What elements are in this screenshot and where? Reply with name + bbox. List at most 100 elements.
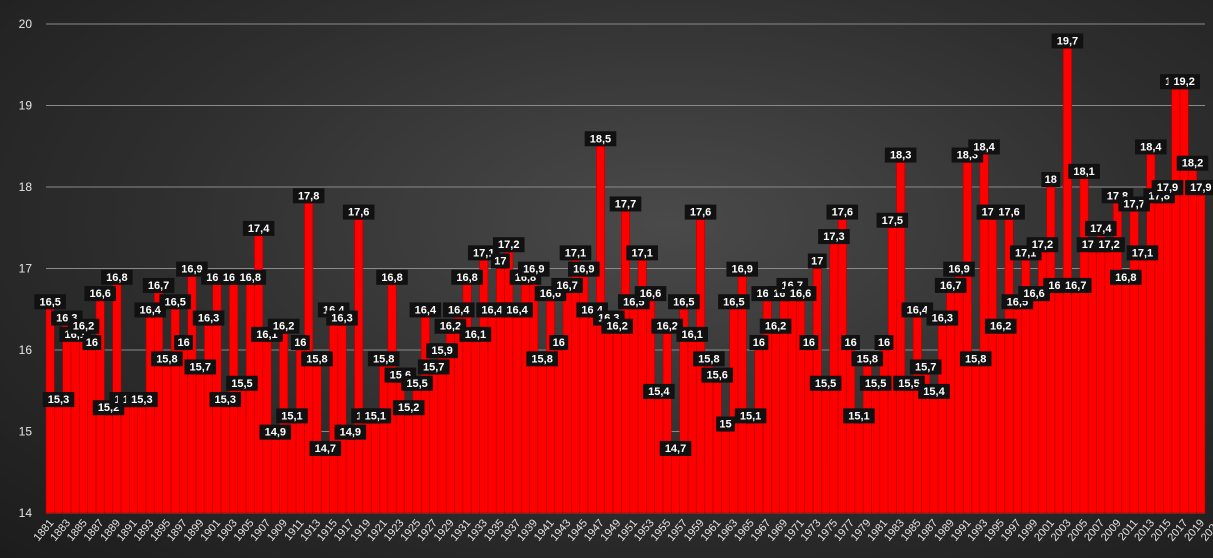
data-label: 16,6	[784, 286, 817, 302]
data-label: 17,7	[609, 196, 642, 212]
data-label-bg	[34, 294, 66, 310]
data-label: 16,8	[101, 269, 133, 285]
data-label-text: 16,1	[465, 329, 486, 341]
data-label: 15,4	[643, 383, 675, 399]
data-label-bg	[718, 294, 750, 310]
bar	[537, 365, 547, 514]
bar	[629, 308, 639, 514]
data-label-bg	[651, 318, 683, 334]
bar	[912, 317, 922, 514]
data-label-text: 15,8	[857, 353, 878, 365]
data-label-bg	[84, 286, 116, 302]
data-label-text: 14,9	[340, 427, 361, 439]
data-label-bg	[676, 326, 709, 342]
bar	[162, 365, 172, 514]
data-label-text: 16,2	[73, 321, 94, 333]
bar	[1096, 235, 1106, 514]
data-label-text: 15,7	[190, 361, 211, 373]
data-label: 16,6	[634, 286, 667, 302]
data-label-bg	[392, 400, 425, 416]
data-label-bg	[784, 286, 817, 302]
bar	[520, 284, 530, 514]
data-label-bg	[984, 318, 1017, 334]
bar	[1163, 194, 1172, 514]
data-label-text: 18,4	[973, 141, 995, 153]
data-label-text: 15,8	[156, 353, 177, 365]
data-label: 18,3	[884, 147, 917, 163]
bar	[1188, 170, 1197, 514]
bar	[821, 390, 831, 514]
data-label-bg	[426, 343, 458, 359]
data-label: 17,1	[559, 245, 592, 261]
bar	[62, 325, 72, 514]
data-label-text: 16,8	[456, 272, 477, 284]
data-label-bg	[893, 375, 925, 391]
y-tick-label: 14	[19, 506, 33, 520]
data-label-text: 16,6	[89, 288, 110, 300]
data-label: 18,5	[584, 131, 617, 147]
data-label-bg	[1109, 269, 1142, 285]
data-label-bg	[184, 359, 217, 375]
data-label: 16,2	[984, 318, 1017, 334]
data-label: 16,7	[1059, 277, 1092, 293]
data-label: 16	[82, 335, 102, 350]
data-label: 18	[1041, 172, 1061, 187]
data-label-bg	[918, 383, 950, 399]
data-label: 18,2	[1176, 155, 1209, 171]
data-label: 15,8	[959, 351, 992, 367]
data-label: 15,5	[226, 375, 258, 391]
data-label: 16,5	[34, 294, 66, 310]
data-label: 16	[799, 335, 819, 350]
data-label-text: 16,8	[240, 272, 261, 284]
data-label-bg	[1126, 245, 1159, 261]
data-label: 16,3	[326, 310, 358, 326]
data-label: 17,4	[242, 220, 275, 236]
data-label-bg	[1168, 74, 1200, 90]
data-label-bg	[749, 335, 769, 350]
data-label: 17,4	[1084, 220, 1117, 236]
data-label-bg	[492, 237, 525, 253]
data-label-bg	[901, 302, 934, 318]
bar	[796, 300, 806, 514]
data-label: 16,4	[134, 302, 167, 318]
data-label: 16,5	[159, 294, 192, 310]
data-label-bg	[841, 335, 861, 350]
data-label: 17,6	[342, 204, 375, 220]
data-label-bg	[42, 392, 75, 408]
data-label-text: 16	[294, 337, 306, 349]
bar	[1121, 284, 1131, 514]
data-label-text: 15,3	[131, 394, 152, 406]
data-label-text: 16,5	[165, 296, 186, 308]
data-label: 15,8	[526, 351, 558, 367]
bar	[479, 260, 489, 514]
data-label-text: 16,9	[523, 264, 544, 276]
data-label-text: 16,8	[381, 272, 402, 284]
data-label: 16,3	[192, 310, 225, 326]
data-label-text: 17,6	[832, 207, 853, 219]
data-label-bg	[451, 269, 483, 285]
data-label: 18,4	[968, 139, 1000, 155]
data-label-bg	[526, 351, 558, 367]
data-label: 15,1	[276, 408, 308, 424]
data-label-text: 16	[803, 337, 815, 349]
data-label: 19,7	[1051, 33, 1084, 49]
data-label-bg	[151, 351, 183, 367]
data-label-bg	[884, 147, 917, 163]
data-label: 17,9	[1151, 180, 1184, 196]
data-label: 17	[491, 253, 510, 269]
data-label-text: 15,5	[898, 378, 919, 390]
data-label: 15,5	[809, 375, 842, 391]
data-label-text: 17	[811, 256, 823, 268]
bar	[320, 455, 330, 514]
data-label: 16,5	[668, 294, 700, 310]
data-label-bg	[684, 204, 717, 220]
data-label-bg	[174, 335, 193, 350]
data-label-text: 16,4	[140, 304, 162, 316]
bar	[946, 292, 956, 514]
data-label-bg	[807, 253, 827, 269]
y-tick-label: 17	[19, 262, 33, 276]
data-label: 16,9	[726, 261, 759, 277]
bar	[220, 406, 230, 514]
bar	[345, 439, 355, 514]
data-label: 16	[549, 335, 569, 350]
